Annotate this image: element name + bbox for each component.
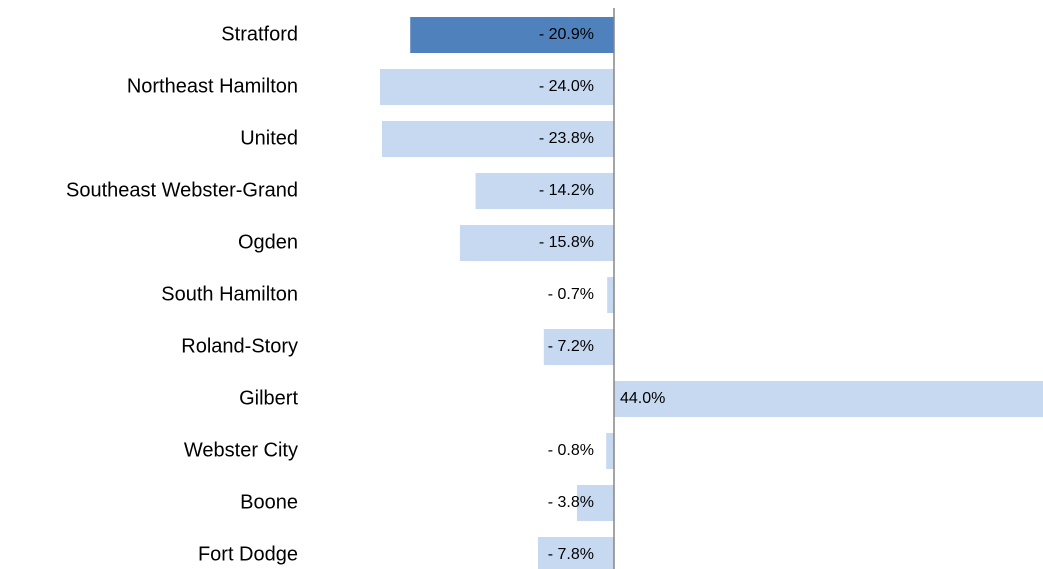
data-label: 44.0% bbox=[620, 390, 665, 407]
data-label: - 20.9% bbox=[539, 26, 594, 43]
category-label: Stratford bbox=[221, 23, 298, 45]
category-label: Roland-Story bbox=[181, 335, 298, 357]
category-label: Gilbert bbox=[239, 387, 298, 409]
bar bbox=[381, 121, 614, 157]
data-label: - 3.8% bbox=[548, 494, 594, 511]
category-label: Southeast Webster-Grand bbox=[66, 179, 298, 201]
bar bbox=[459, 225, 614, 261]
data-label: - 0.8% bbox=[548, 442, 594, 459]
data-label: - 7.8% bbox=[548, 546, 594, 563]
bar bbox=[576, 485, 614, 521]
category-label: Webster City bbox=[184, 439, 298, 461]
category-label: Ogden bbox=[238, 231, 298, 253]
bar bbox=[607, 277, 614, 313]
data-label: - 14.2% bbox=[539, 182, 594, 199]
data-label: - 24.0% bbox=[539, 78, 594, 95]
bar bbox=[537, 537, 614, 569]
bar bbox=[380, 69, 614, 105]
category-label: Fort Dodge bbox=[198, 543, 298, 565]
data-label: - 0.7% bbox=[548, 286, 594, 303]
bar bbox=[606, 433, 614, 469]
category-label: South Hamilton bbox=[161, 283, 298, 305]
bar bbox=[410, 17, 614, 53]
bar bbox=[614, 381, 1043, 417]
category-label: Boone bbox=[240, 491, 298, 513]
data-label: - 23.8% bbox=[539, 130, 594, 147]
data-label: - 15.8% bbox=[539, 234, 594, 251]
bar bbox=[475, 173, 614, 209]
bar bbox=[543, 329, 614, 365]
data-label: - 7.2% bbox=[548, 338, 594, 355]
category-label: Northeast Hamilton bbox=[127, 75, 298, 97]
category-label: United bbox=[240, 127, 298, 149]
